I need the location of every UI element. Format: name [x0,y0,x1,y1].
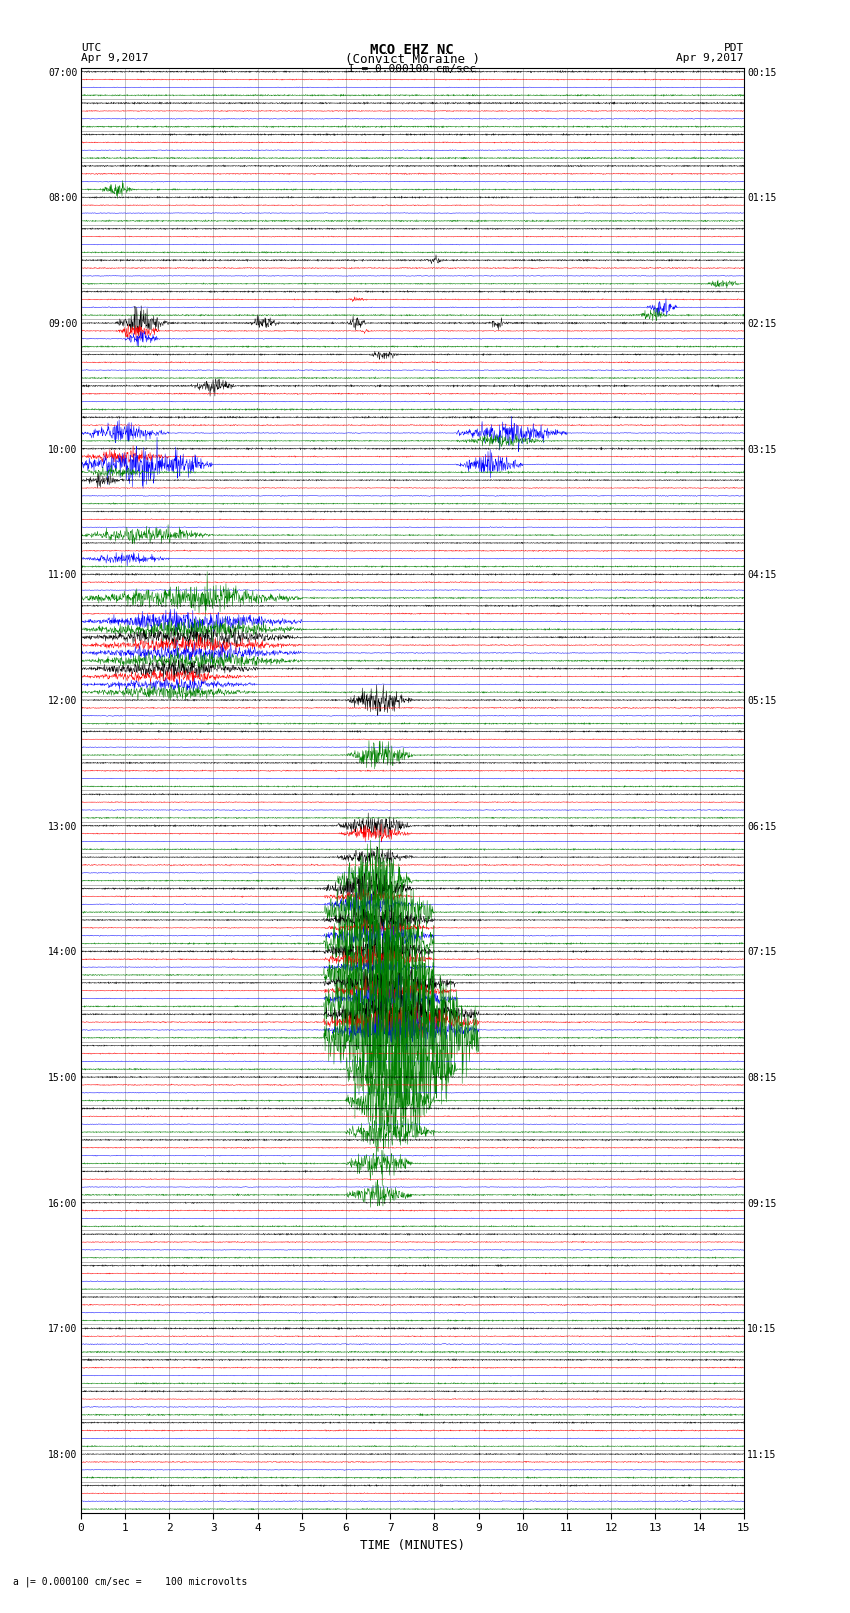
Text: UTC: UTC [81,44,101,53]
Text: (Convict Moraine ): (Convict Moraine ) [345,53,479,66]
Text: 05:15: 05:15 [747,697,776,706]
Text: Apr 9,2017: Apr 9,2017 [81,53,148,63]
Text: MCO EHZ NC: MCO EHZ NC [371,44,454,56]
Text: 15:00: 15:00 [48,1073,77,1084]
Text: 18:00: 18:00 [48,1450,77,1460]
Text: 08:15: 08:15 [747,1073,776,1084]
Text: 06:15: 06:15 [747,821,776,832]
Text: 10:00: 10:00 [48,445,77,455]
Text: 02:15: 02:15 [747,319,776,329]
Text: I = 0.000100 cm/sec: I = 0.000100 cm/sec [348,65,476,74]
Text: = 0.000100 cm/sec =    100 microvolts: = 0.000100 cm/sec = 100 microvolts [30,1578,247,1587]
Text: 07:00: 07:00 [48,68,77,77]
Text: a |: a | [13,1576,31,1587]
Text: 09:15: 09:15 [747,1198,776,1208]
Text: 11:15: 11:15 [747,1450,776,1460]
Text: 01:15: 01:15 [747,194,776,203]
Text: 14:00: 14:00 [48,947,77,958]
Text: PDT: PDT [723,44,744,53]
Text: 00:15: 00:15 [747,68,776,77]
Text: 04:15: 04:15 [747,571,776,581]
X-axis label: TIME (MINUTES): TIME (MINUTES) [360,1539,465,1552]
Text: 10:15: 10:15 [747,1324,776,1334]
Text: 11:00: 11:00 [48,571,77,581]
Text: 17:00: 17:00 [48,1324,77,1334]
Text: 12:00: 12:00 [48,697,77,706]
Text: 07:15: 07:15 [747,947,776,958]
Text: 09:00: 09:00 [48,319,77,329]
Text: 03:15: 03:15 [747,445,776,455]
Text: Apr 9,2017: Apr 9,2017 [677,53,744,63]
Text: 13:00: 13:00 [48,821,77,832]
Text: 16:00: 16:00 [48,1198,77,1208]
Text: 08:00: 08:00 [48,194,77,203]
